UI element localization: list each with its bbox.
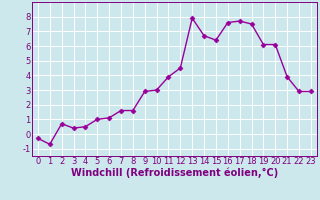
X-axis label: Windchill (Refroidissement éolien,°C): Windchill (Refroidissement éolien,°C) [71,168,278,178]
